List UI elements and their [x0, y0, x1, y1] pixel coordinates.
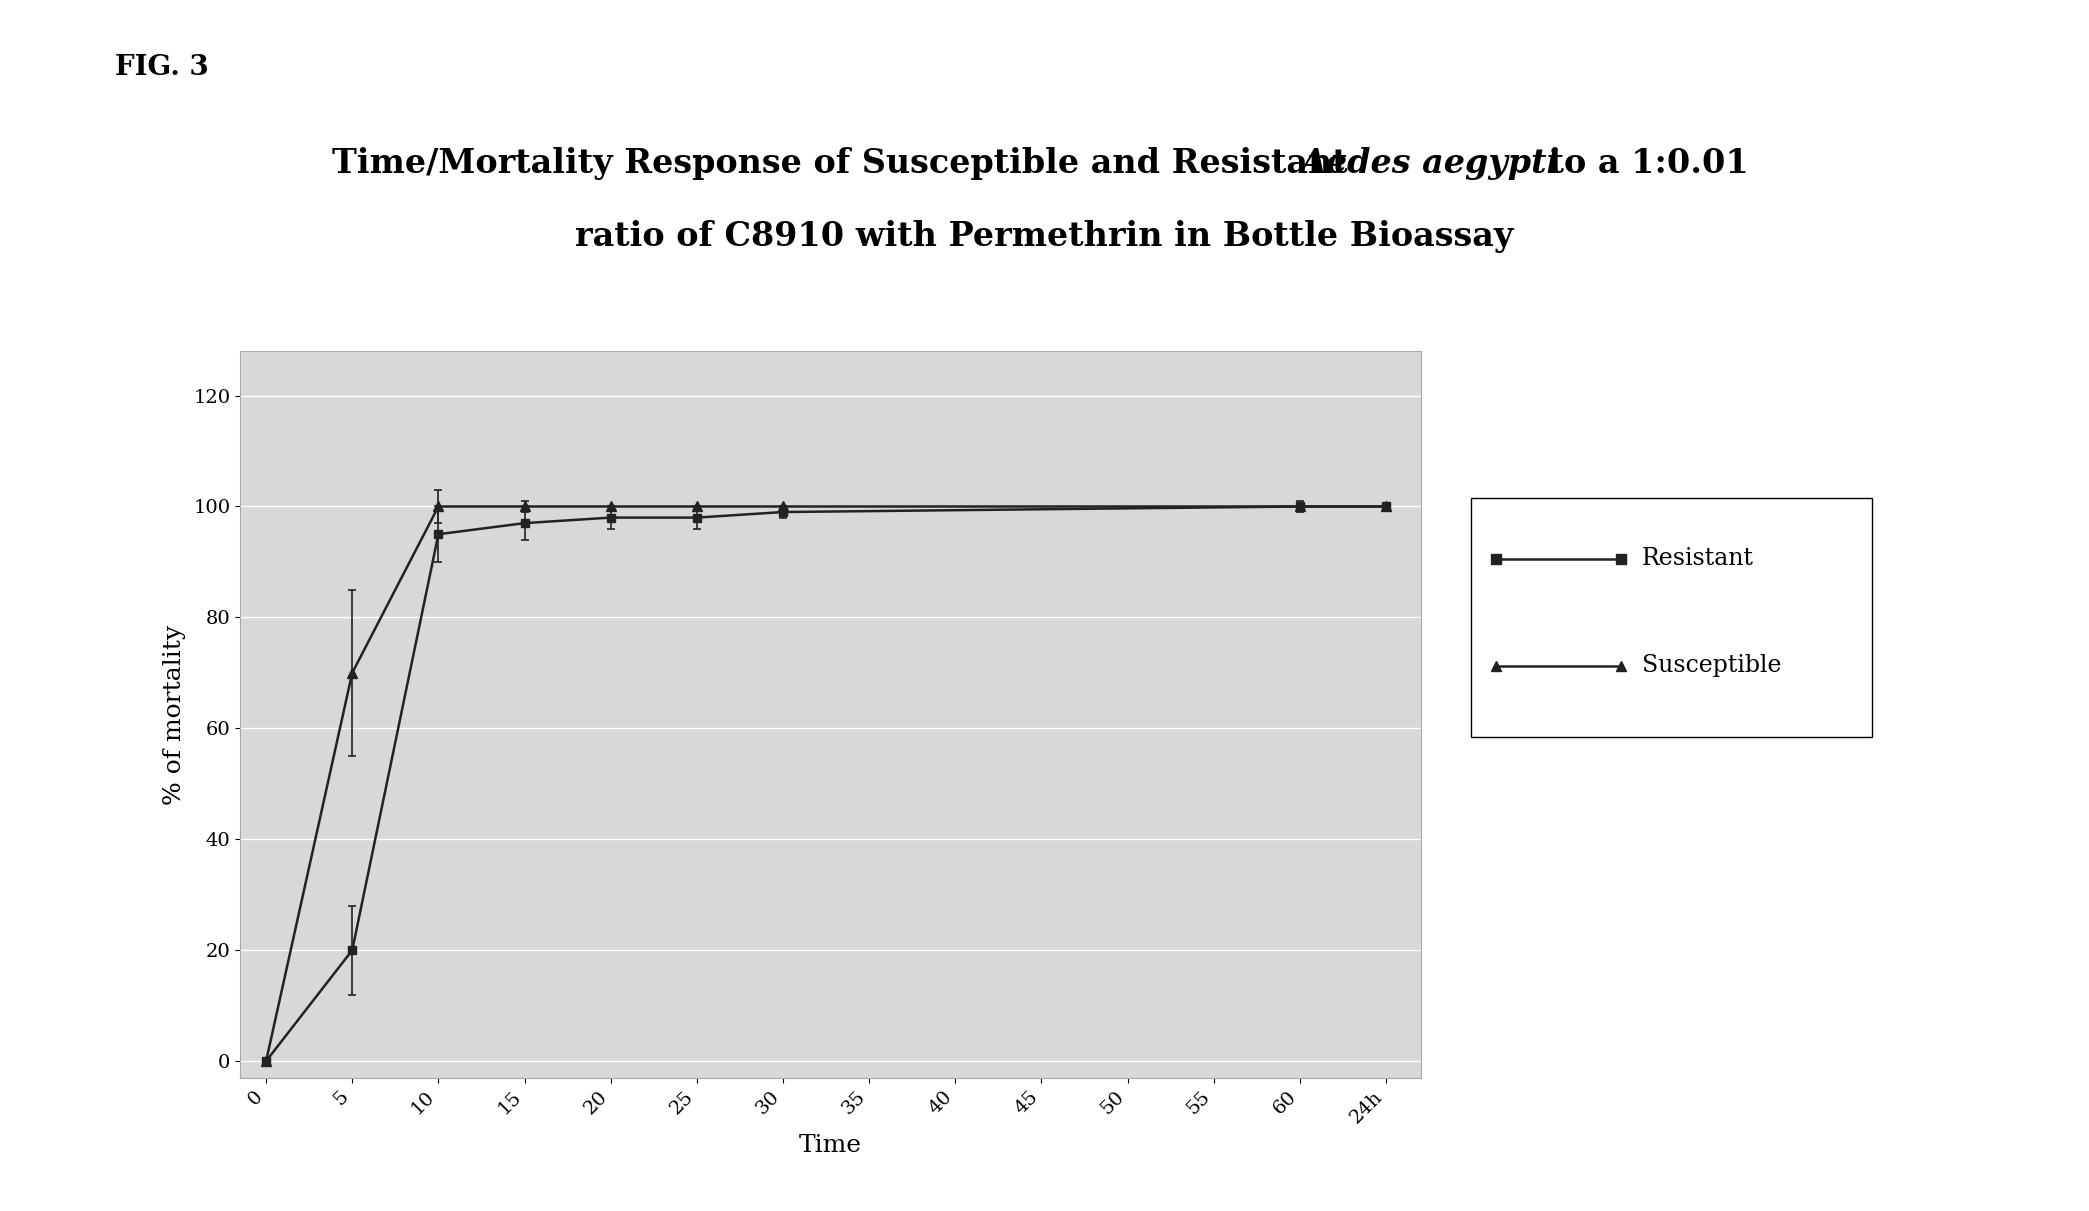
Text: ratio of C8910 with Permethrin in Bottle Bioassay: ratio of C8910 with Permethrin in Bottle…	[574, 219, 1515, 253]
Text: Time/Mortality Response of Susceptible and Resistant: Time/Mortality Response of Susceptible a…	[332, 147, 1360, 180]
Text: Resistant: Resistant	[1642, 547, 1755, 570]
Text: FIG. 3: FIG. 3	[115, 54, 209, 81]
FancyBboxPatch shape	[1471, 498, 1872, 737]
X-axis label: Time: Time	[798, 1133, 863, 1157]
Text: Susceptible: Susceptible	[1642, 654, 1782, 677]
Text: Aedes aegypti: Aedes aegypti	[1299, 147, 1558, 180]
Y-axis label: % of mortality: % of mortality	[163, 625, 186, 804]
Text: to a 1:0.01: to a 1:0.01	[1538, 147, 1748, 180]
